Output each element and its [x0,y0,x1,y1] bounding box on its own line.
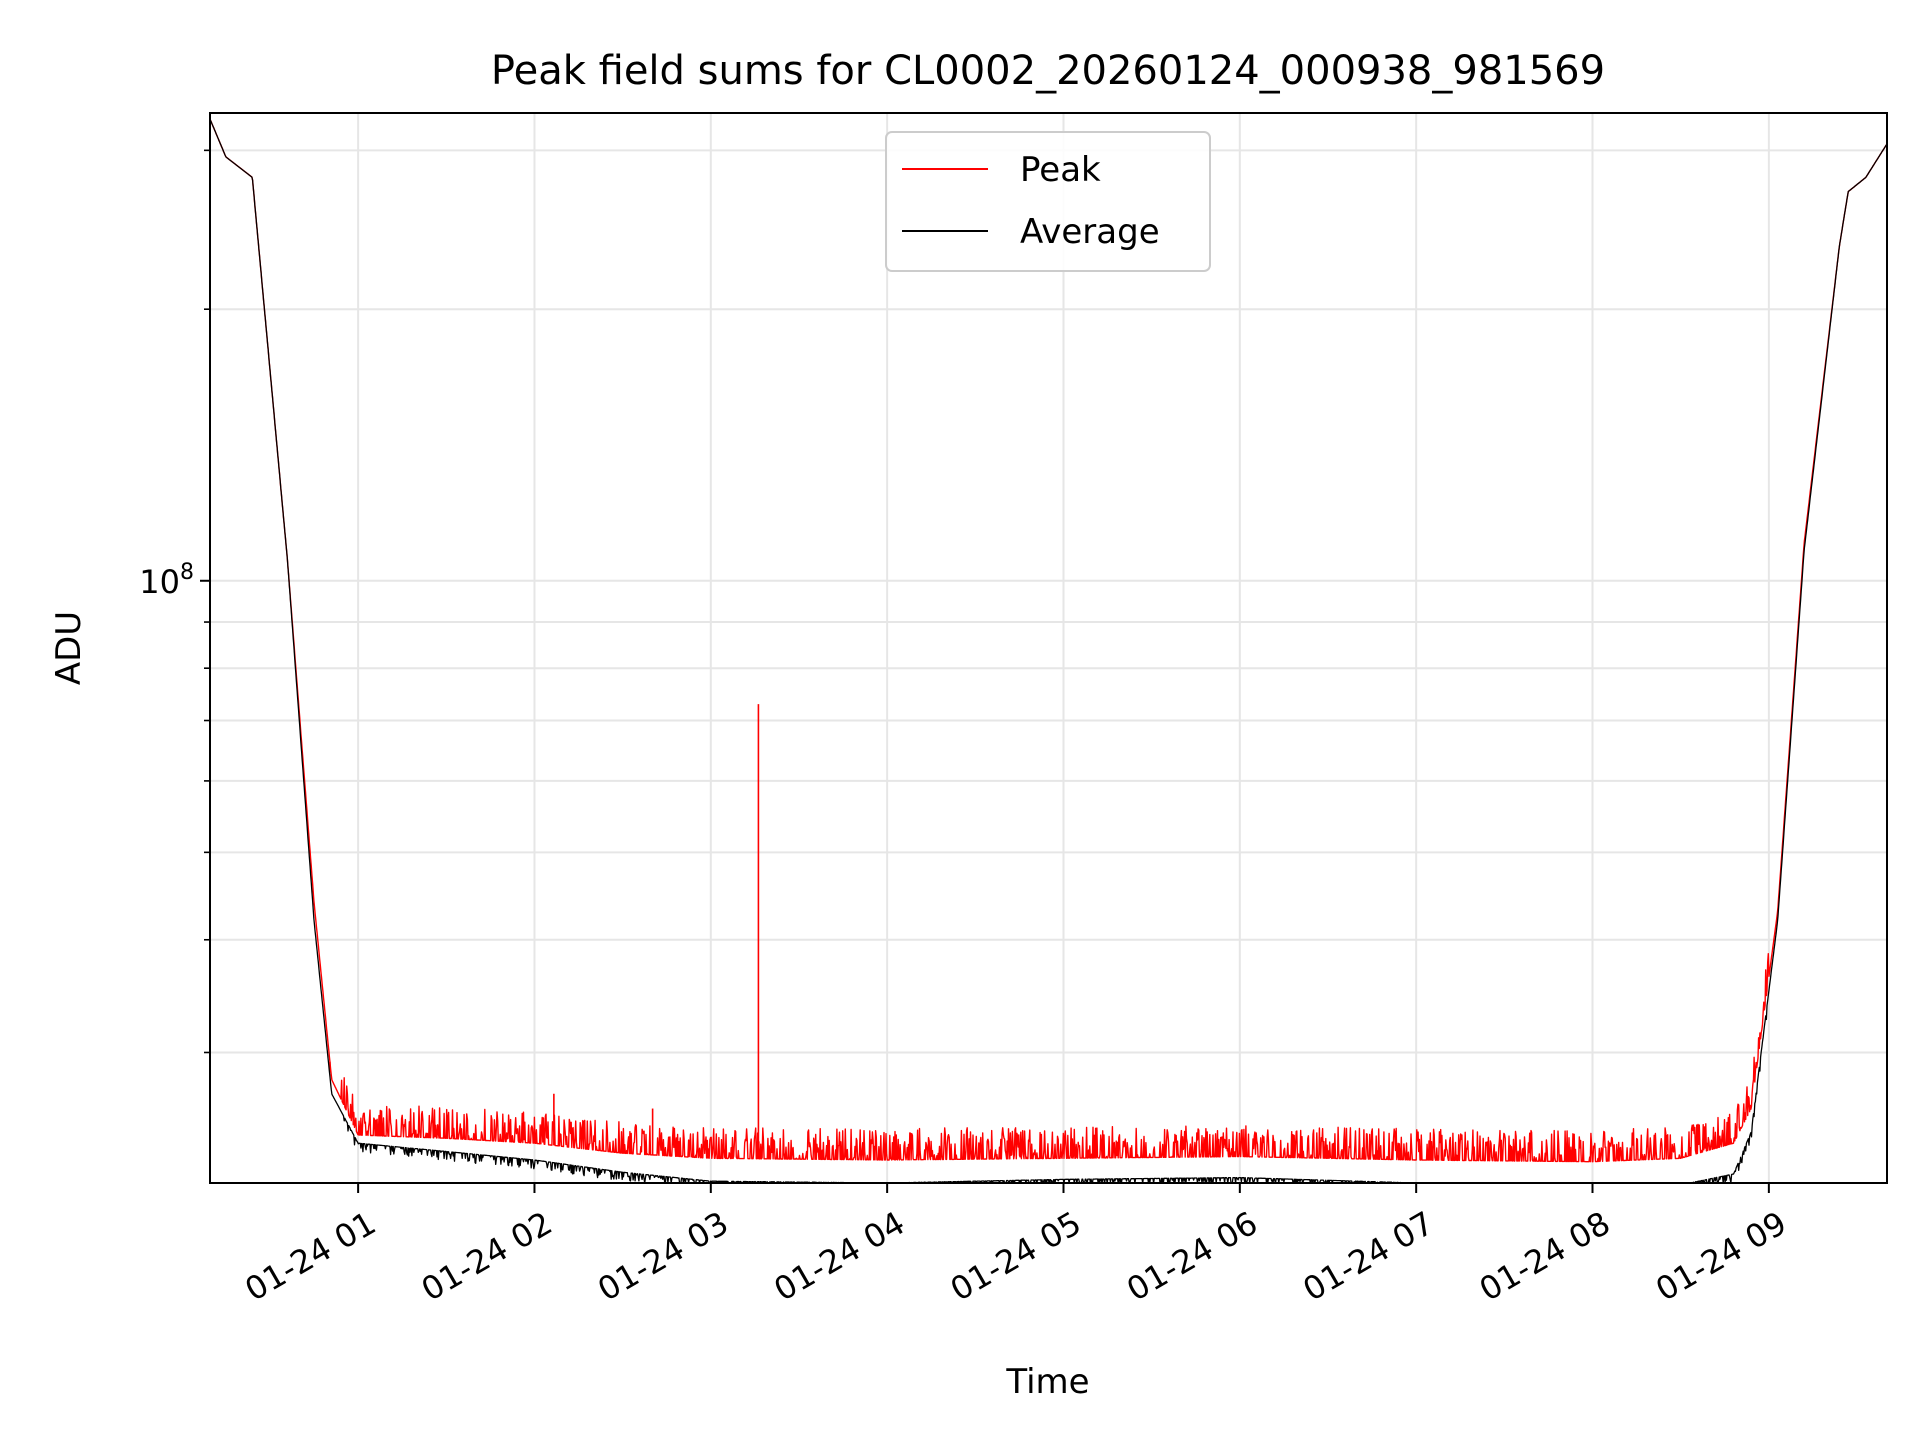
legend-frame [885,131,1211,272]
chart-title: Peak field sums for CL0002_20260124_0009… [491,48,1605,94]
y-axis-label: ADU [49,611,89,685]
x-axis-label: Time [1005,1362,1089,1402]
legend-label-peak: Peak [1020,150,1101,190]
series-line-peak [209,118,1888,1163]
legend-label-average: Average [1020,212,1160,252]
legend: Peak Average [885,131,1211,272]
grid [210,113,1887,1183]
y-tick-exponent: 8 [180,560,194,585]
axes-frame [209,112,1888,1184]
